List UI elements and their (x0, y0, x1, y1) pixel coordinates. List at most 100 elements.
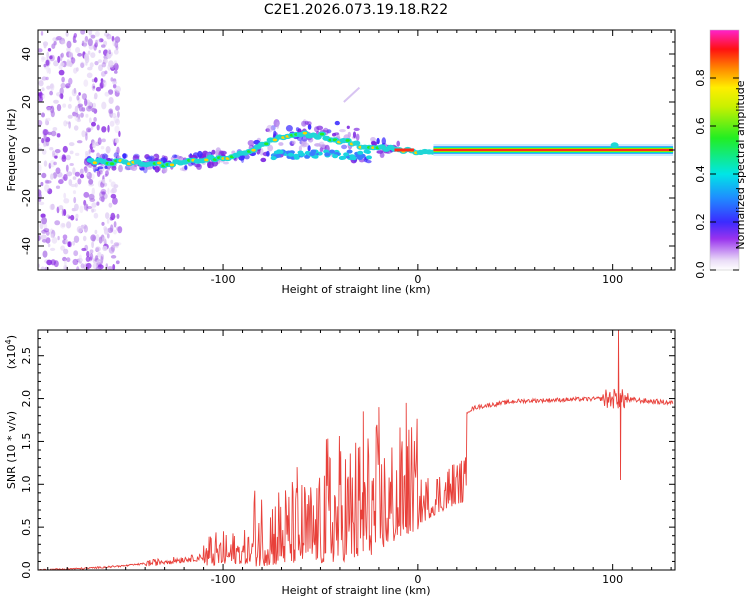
noise-blob (45, 118, 48, 126)
colorbar-tick-label: 0.4 (694, 165, 707, 183)
noise-blob (38, 80, 44, 87)
halo-blob (353, 127, 360, 131)
noise-blob (60, 52, 64, 58)
noise-blob (54, 220, 61, 226)
noise-blob (87, 38, 93, 47)
branch-blob (338, 156, 345, 160)
noise-blob (80, 30, 86, 35)
spectrogram-xlabel: Height of straight line (km) (281, 283, 430, 296)
noise-blob (52, 37, 58, 42)
noise-blob (65, 154, 71, 161)
halo-blob (278, 142, 284, 146)
noise-blob (71, 57, 76, 64)
noise-blob (38, 110, 41, 114)
halo-blob (247, 140, 255, 146)
noise-blob (83, 225, 89, 233)
noise-blob (42, 41, 49, 47)
noise-blob (46, 51, 50, 60)
noise-blob (50, 110, 55, 118)
halo-blob (188, 154, 194, 158)
noise-blob (49, 90, 53, 96)
noise-blob (93, 117, 97, 122)
noise-blob (108, 60, 114, 68)
halo-blob (307, 145, 311, 152)
noise-blob (116, 146, 120, 155)
halo-blob (306, 121, 312, 126)
noise-blob (59, 53, 63, 62)
noise-blob (113, 60, 118, 66)
noise-blob (84, 55, 90, 64)
noise-blob (101, 138, 106, 143)
noise-blob (114, 125, 120, 134)
noise-blob (107, 124, 110, 133)
noise-blob (75, 152, 80, 156)
branch-blob (357, 150, 364, 155)
noise-blob (103, 182, 108, 187)
noise-blob (50, 173, 54, 180)
noise-blob (49, 204, 55, 211)
noise-blob (89, 62, 94, 68)
halo-blob (341, 144, 348, 150)
noise-blob (103, 227, 109, 235)
zero-band (394, 142, 674, 156)
branch-blob (332, 154, 339, 159)
ridge-blob (352, 140, 361, 146)
noise-blob (96, 39, 101, 44)
noise-blob (76, 266, 80, 270)
noise-blob (113, 221, 117, 228)
noise-blob (68, 96, 73, 102)
noise-blob (63, 198, 70, 204)
noise-blob (76, 95, 80, 101)
noise-blob (62, 234, 68, 240)
ridge-peak (272, 138, 278, 142)
branch-blob (277, 149, 284, 154)
ridge-peak (251, 148, 256, 152)
noise-blob (67, 103, 72, 109)
noise-blob (88, 30, 93, 36)
noise-blob (41, 229, 47, 234)
noise-blob (117, 226, 123, 234)
halo-blob (146, 166, 153, 170)
noise-blob (58, 179, 64, 185)
noise-blob (118, 130, 121, 137)
branch-blob (363, 149, 370, 154)
noise-blob (41, 55, 45, 63)
noise-blob (90, 125, 94, 130)
branch-blob (299, 152, 306, 157)
noise-blob (107, 266, 114, 270)
noise-blob (73, 67, 78, 74)
colorbar-tick-label: 0.8 (694, 69, 707, 87)
noise-blob (110, 189, 115, 194)
halo-blob (223, 161, 229, 165)
halo-blob (92, 166, 98, 170)
noise-blob (77, 103, 83, 107)
noise-blob (112, 197, 118, 205)
noise-blob (63, 264, 68, 270)
halo-blob (260, 157, 267, 163)
noise-blob (95, 266, 101, 270)
halo-blob (146, 156, 153, 162)
noise-blob (83, 79, 89, 87)
noise-blob (105, 212, 110, 220)
snr-x-tick-label: 100 (602, 573, 623, 586)
noise-blob (56, 36, 62, 41)
noise-blob (105, 170, 109, 176)
halo-blob (111, 165, 117, 171)
colorbar-gradient (710, 30, 739, 270)
noise-blob (60, 62, 65, 67)
noise-blob (91, 121, 96, 127)
colorbar-frame (709, 29, 740, 271)
noise-blob (96, 170, 101, 178)
noise-blob (47, 243, 51, 248)
noise-blob (66, 171, 73, 177)
noise-blob (74, 105, 79, 113)
noise-blob (76, 140, 83, 144)
noise-blob (110, 193, 117, 199)
halo-blob (346, 125, 350, 129)
noise-blob (41, 76, 47, 81)
noise-blob (101, 126, 107, 133)
noise-blob (100, 146, 105, 150)
noise-blob (41, 57, 47, 61)
noise-blob (106, 33, 112, 40)
branch-blob (350, 156, 357, 161)
